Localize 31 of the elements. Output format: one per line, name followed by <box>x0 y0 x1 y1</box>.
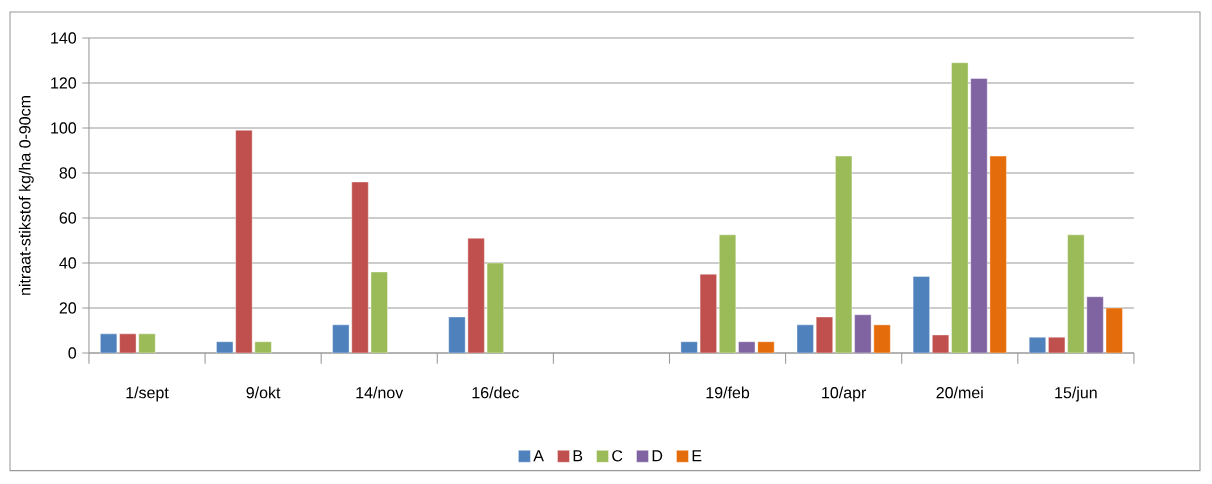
x-tick-label: 10/apr <box>822 386 867 402</box>
x-tick-label: 16/dec <box>472 386 519 399</box>
y-tick-label: 40 <box>59 257 77 269</box>
x-tick-label: 15/jun <box>1055 386 1097 402</box>
legend-label: B <box>573 450 583 462</box>
legend-label: D <box>652 450 663 462</box>
bar <box>989 155 1007 353</box>
legend-label: C <box>612 450 623 462</box>
legend-label: E <box>692 450 702 462</box>
x-tick-label: 20/mei <box>936 386 983 399</box>
y-tick-label: 60 <box>59 212 77 224</box>
bar <box>912 276 930 353</box>
bar <box>100 333 118 353</box>
y-tick-label: 80 <box>59 167 77 179</box>
x-tick-label: 9/okt <box>246 386 281 399</box>
y-tick-label: 120 <box>51 77 77 89</box>
bar <box>1048 337 1066 353</box>
bar <box>816 316 833 353</box>
legend-label: A <box>533 450 544 462</box>
y-tick-label: 100 <box>51 122 77 134</box>
y-axis-title: nitraat-stikstof kg/ha 0-90cm <box>18 96 34 295</box>
x-tick-label: 1/sept <box>126 386 169 402</box>
x-tick-label: 14/nov <box>356 386 404 399</box>
y-tick-label: 20 <box>59 302 77 314</box>
bar <box>1029 337 1046 353</box>
y-tick-label: 0 <box>68 347 77 359</box>
bar <box>719 234 737 353</box>
bar <box>932 334 950 353</box>
y-tick-label: 140 <box>51 32 77 44</box>
x-tick-label: 19/feb <box>706 386 750 399</box>
bar <box>796 324 814 353</box>
